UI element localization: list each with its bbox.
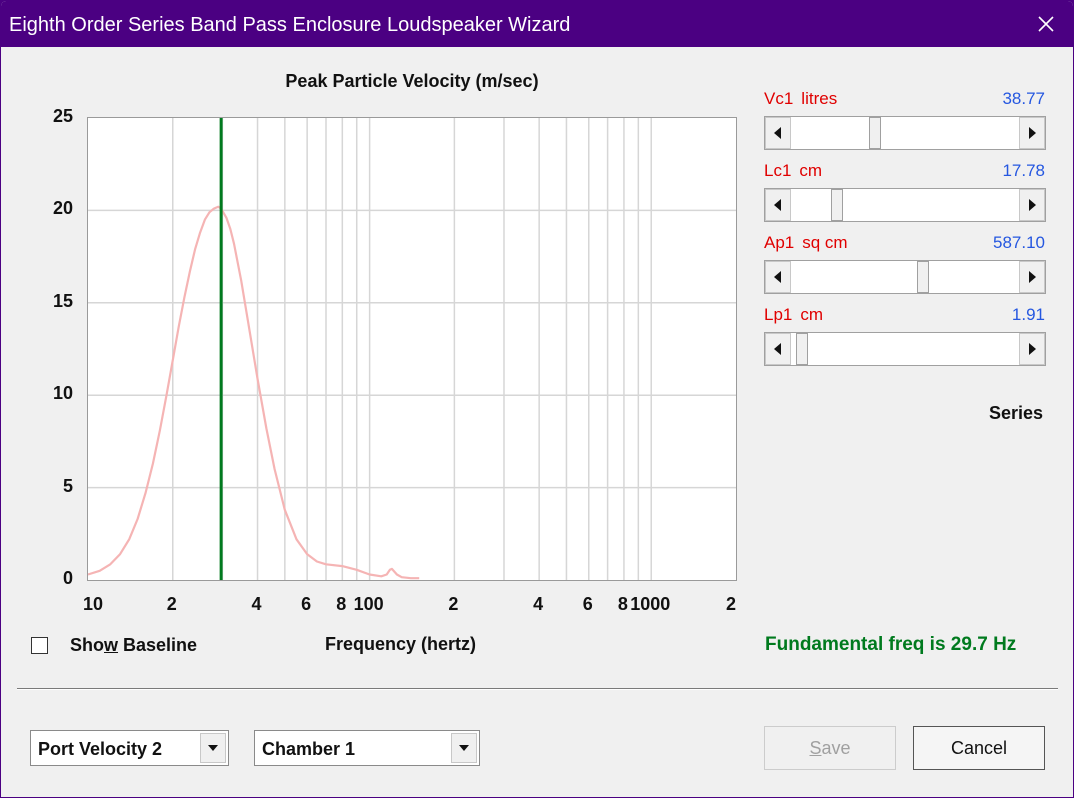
arrow-right-icon: [1029, 127, 1036, 139]
chevron-down-icon: [208, 745, 218, 751]
x-tick-label: 10: [82, 594, 104, 614]
scroll-right-button[interactable]: [1019, 261, 1045, 293]
scroll-right-button[interactable]: [1019, 117, 1045, 149]
slider-lp1[interactable]: [764, 332, 1046, 366]
series-line: [88, 205, 420, 580]
x-tick-label: 1000: [630, 594, 671, 614]
slider-track[interactable]: [791, 333, 1019, 365]
param-name: Lp1: [764, 305, 793, 324]
chart-title: Peak Particle Velocity (m/sec): [285, 71, 539, 91]
window-title: Eighth Order Series Band Pass Enclosure …: [9, 14, 571, 36]
param-value-lc1: 17.78: [1002, 161, 1045, 180]
arrow-right-icon: [1029, 271, 1036, 283]
plot-type-select[interactable]: Port Velocity 2: [30, 730, 229, 766]
x-tick-label: 8: [336, 594, 347, 614]
y-tick-label: 25: [52, 106, 73, 126]
param-value-ap1: 587.10: [993, 233, 1045, 252]
chamber-select[interactable]: Chamber 1: [254, 730, 480, 766]
arrow-right-icon: [1029, 199, 1036, 211]
chamber-value: Chamber 1: [262, 739, 356, 759]
fundamental-frequency-text: Fundamental freq is 29.7 Hz: [765, 634, 1017, 655]
param-label-lp1: Lp1 cm: [764, 305, 823, 325]
x-axis-label: Frequency (hertz): [325, 634, 477, 654]
param-label-lc1: Lc1 cm: [764, 161, 822, 181]
show-baseline-box[interactable]: [31, 637, 48, 654]
arrow-left-icon: [774, 199, 781, 211]
title-bar: Eighth Order Series Band Pass Enclosure …: [1, 1, 1073, 47]
close-icon: [1038, 16, 1054, 32]
y-tick-label: 5: [62, 475, 73, 496]
scroll-left-button[interactable]: [765, 189, 791, 221]
x-tick-label: 2: [166, 594, 177, 614]
arrow-left-icon: [774, 127, 781, 139]
slider-track[interactable]: [791, 117, 1019, 149]
param-name: Lc1: [764, 161, 792, 180]
scroll-left-button[interactable]: [765, 117, 791, 149]
slider-thumb[interactable]: [796, 333, 808, 365]
series-label: Series: [988, 403, 1043, 423]
param-unit: litres: [801, 89, 838, 108]
scroll-left-button[interactable]: [765, 261, 791, 293]
x-tick-label: 2: [448, 594, 459, 614]
y-tick-label: 10: [52, 383, 73, 404]
y-tick-label: 15: [52, 290, 73, 311]
plot-area: [88, 118, 736, 580]
x-tick-label: 6: [301, 594, 312, 614]
x-tick-label: 4: [533, 594, 544, 614]
param-name: Vc1: [764, 89, 794, 108]
x-tick-label: 2: [725, 594, 737, 614]
param-unit: sq cm: [802, 233, 848, 252]
arrow-right-icon: [1029, 343, 1036, 355]
velocity-plot: [87, 117, 737, 581]
close-button[interactable]: [1017, 1, 1073, 47]
cancel-button[interactable]: Cancel: [913, 726, 1045, 770]
show-baseline-checkbox[interactable]: Show Baseline: [31, 635, 197, 656]
x-tick-label: 6: [582, 594, 593, 614]
param-name: Ap1: [764, 233, 795, 252]
slider-thumb[interactable]: [917, 261, 929, 293]
arrow-left-icon: [774, 271, 781, 283]
param-value-lp1: 1.91: [1011, 305, 1045, 324]
param-label-vc1: Vc1 litres: [764, 89, 837, 109]
scroll-right-button[interactable]: [1019, 333, 1045, 365]
show-baseline-label: Show Baseline: [70, 635, 198, 655]
arrow-left-icon: [774, 343, 781, 355]
param-value-vc1: 38.77: [1002, 89, 1045, 108]
slider-track[interactable]: [791, 189, 1019, 221]
x-tick-label: 4: [251, 594, 262, 614]
scroll-left-button[interactable]: [765, 333, 791, 365]
plot-type-dropdown-button[interactable]: [200, 733, 226, 763]
slider-thumb[interactable]: [831, 189, 843, 221]
slider-track[interactable]: [791, 261, 1019, 293]
x-tick-label: 100: [353, 594, 384, 614]
slider-ap1[interactable]: [764, 260, 1046, 294]
chamber-dropdown-button[interactable]: [451, 733, 477, 763]
x-tick-label: 8: [617, 594, 628, 614]
scroll-right-button[interactable]: [1019, 189, 1045, 221]
plot-type-value: Port Velocity 2: [38, 739, 163, 759]
slider-vc1[interactable]: [764, 116, 1046, 150]
slider-lc1[interactable]: [764, 188, 1046, 222]
separator: [17, 688, 1058, 690]
param-unit: cm: [799, 161, 823, 180]
y-tick-label: 0: [62, 568, 73, 588]
chevron-down-icon: [459, 745, 469, 751]
y-tick-label: 20: [52, 198, 73, 219]
slider-thumb[interactable]: [869, 117, 881, 149]
param-unit: cm: [800, 305, 824, 324]
param-label-ap1: Ap1 sq cm: [764, 233, 848, 253]
